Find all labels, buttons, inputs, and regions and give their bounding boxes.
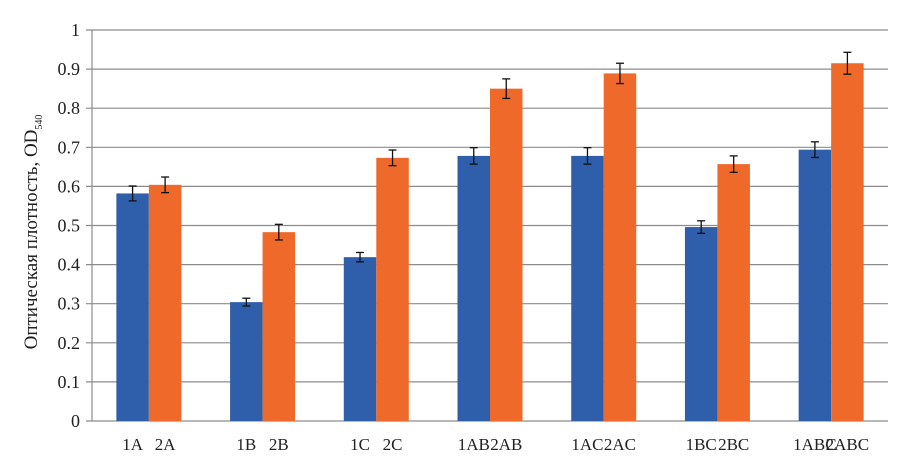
error-bar-1AC <box>583 147 592 165</box>
y-tick-label: 0 <box>71 411 80 431</box>
y-tick-label: 0.7 <box>58 137 81 157</box>
x-tick-label: 1C <box>350 435 370 454</box>
y-tick-label: 0.3 <box>58 294 81 314</box>
bar-2AB <box>490 88 523 422</box>
x-tick-label: 2AC <box>604 435 636 454</box>
x-tick-label: 1BC <box>686 435 717 454</box>
bar-2B <box>262 232 296 421</box>
error-bar-1BC <box>697 220 706 234</box>
error-bar-2AC <box>615 62 624 85</box>
bar-1BC <box>684 227 718 421</box>
y-axis-ticks: 0 0.1 0.2 0.3 0.4 0.5 0.6 0.7 0.8 0.9 1 <box>58 20 81 431</box>
error-bar-1B <box>242 297 251 307</box>
y-axis-title-main: Оптическая плотность, OD <box>21 130 42 350</box>
x-tick-label: 1A <box>122 435 144 454</box>
x-tick-label: 2A <box>155 435 177 454</box>
bar-2C <box>376 157 409 421</box>
error-bar-1C <box>356 251 365 263</box>
x-tick-label: 2B <box>269 435 289 454</box>
bar-2BC <box>717 164 750 421</box>
x-tick-label: 1B <box>236 435 256 454</box>
y-tick-label: 1 <box>71 20 80 40</box>
y-axis-title-subscript: 540 <box>34 115 45 130</box>
bar-1AC <box>571 155 604 422</box>
x-tick-label: 2BC <box>718 435 749 454</box>
y-tick-label: 0.1 <box>58 372 81 392</box>
error-bar-2BC <box>729 155 738 173</box>
error-bar-2A <box>161 176 170 194</box>
x-tick-label: 1AC <box>571 435 603 454</box>
bar-2A <box>148 184 182 421</box>
y-tick-label: 0.8 <box>58 98 81 118</box>
error-bar-2C <box>388 149 397 167</box>
y-tick-label: 0.6 <box>58 176 81 196</box>
x-tick-label: 2AB <box>490 435 522 454</box>
y-tick-label: 0.2 <box>58 333 81 353</box>
error-bar-1ABC <box>810 141 819 159</box>
x-tick-label: 1ABC <box>793 435 836 454</box>
bar-2ABC <box>831 63 864 422</box>
bar-1AB <box>457 155 490 422</box>
error-bar-1AB <box>469 147 478 165</box>
bar-1B <box>230 302 263 421</box>
bar-1ABC <box>798 149 832 421</box>
y-tick-label: 0.9 <box>58 59 81 79</box>
error-bar-2B <box>274 223 283 241</box>
y-axis-title: Оптическая плотность, OD540 <box>21 115 45 350</box>
x-tick-label: 2C <box>383 435 403 454</box>
y-tick-label: 0.4 <box>58 255 81 275</box>
error-bar-1A <box>128 185 137 202</box>
x-tick-label: 1AB <box>458 435 490 454</box>
x-tick-label: 2ABC <box>826 435 869 454</box>
bar-1A <box>116 193 149 421</box>
error-bar-2AB <box>502 78 511 100</box>
bar-2AC <box>603 73 637 421</box>
bars <box>116 51 864 422</box>
y-tick-label: 0.5 <box>58 216 81 236</box>
error-bar-2ABC <box>843 51 852 75</box>
bar-1C <box>343 257 377 421</box>
